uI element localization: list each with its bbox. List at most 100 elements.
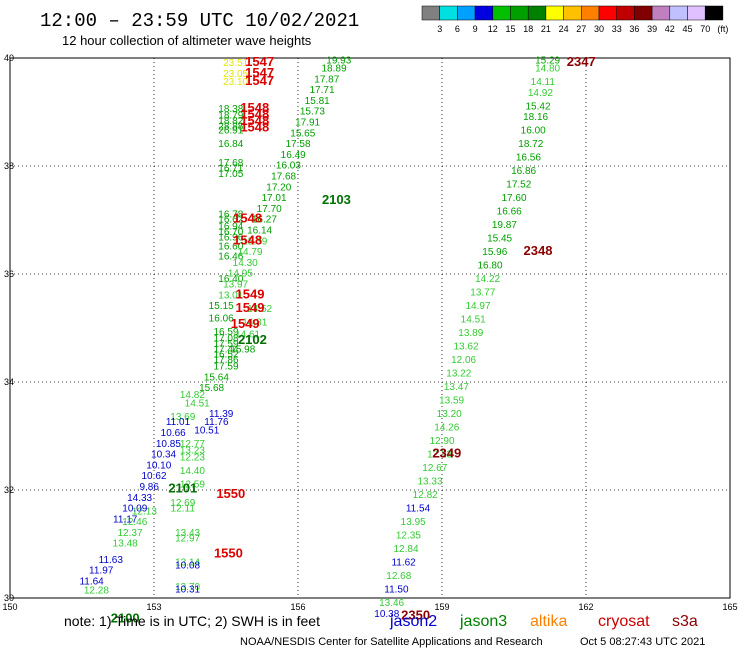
wave-height-label: 16.59	[213, 327, 238, 338]
wave-height-label: 14.52	[247, 304, 272, 315]
wave-height-label: 16.94	[218, 222, 243, 233]
footer-note: note: 1) Time is in UTC; 2) SWH is in fe…	[64, 613, 320, 629]
wave-height-label: 13.95	[401, 517, 426, 528]
wave-height-label: 12.28	[84, 586, 109, 597]
wave-height-label: 12.11	[171, 504, 196, 515]
wave-height-label: 11.64	[79, 577, 104, 588]
wave-height-label: 10.31	[175, 585, 200, 596]
wave-height-label: 12.82	[413, 490, 438, 501]
wave-height-label: 12.06	[451, 355, 476, 366]
header-title: 12:00 – 23:59 UTC 10/02/2021	[40, 10, 359, 32]
wave-height-label: 13.97	[223, 280, 248, 291]
pass-time-label: 1548	[240, 113, 269, 128]
lat-tick-label: 38	[4, 161, 14, 171]
wave-height-label: 16.78	[218, 209, 243, 220]
satellite-name: altika	[530, 613, 567, 630]
wave-height-label: 11.01	[166, 417, 191, 428]
pass-time-label: 2100	[111, 610, 140, 625]
wave-height-label: 13.48	[113, 539, 138, 550]
wave-height-label: 14.26	[434, 423, 459, 434]
lon-tick-label: 162	[578, 602, 593, 612]
wave-height-label: 15.98	[230, 344, 255, 355]
lon-tick-label: 153	[146, 602, 161, 612]
wave-height-label: 17.52	[506, 180, 531, 191]
wave-height-label: 14.11	[531, 77, 556, 88]
lat-tick-label: 34	[4, 377, 14, 387]
wave-height-label: 12.90	[429, 436, 454, 447]
wave-height-label: 16.00	[521, 126, 546, 137]
wave-height-label: 12.35	[396, 531, 421, 542]
wave-height-label: 17.58	[285, 139, 310, 150]
legend-label: 12	[488, 24, 498, 34]
legend-label: 33	[612, 24, 622, 34]
legend-label: 45	[682, 24, 692, 34]
wave-height-label: 16.62	[218, 215, 243, 226]
wave-height-label: 14.79	[237, 247, 262, 258]
legend-swatch	[421, 5, 440, 21]
legend-swatch	[527, 5, 547, 21]
pass-time-label: 1547	[245, 54, 274, 69]
pass-time-label: 1550	[216, 486, 245, 501]
wave-height-label: 10.09	[122, 504, 147, 515]
wave-height-label: 15.42	[525, 101, 550, 112]
wave-height-label: 16.80	[477, 261, 502, 272]
wave-height-label: 18.38	[218, 104, 243, 115]
pass-time-label: 1548	[233, 232, 262, 247]
wave-height-label: 14.33	[127, 493, 152, 504]
wave-height-label: 14.82	[180, 390, 205, 401]
wave-height-label: 12.46	[122, 517, 147, 528]
legend-swatch	[457, 5, 476, 21]
wave-height-label: 12.37	[117, 528, 142, 539]
wave-height-label: 10.62	[141, 471, 166, 482]
legend-swatch	[439, 5, 458, 21]
wave-height-label: 16.96	[218, 233, 243, 244]
wave-height-label: 28.88	[218, 121, 243, 132]
wave-height-label: 14.95	[228, 269, 253, 280]
wave-height-label: 14.51	[185, 398, 210, 409]
wave-height-label: 11.50	[384, 585, 409, 596]
pass-time-label: 1550	[214, 546, 243, 561]
wave-height-label: 17.70	[257, 204, 282, 215]
legend-swatch	[669, 5, 688, 21]
wave-height-label: 23.10	[223, 77, 248, 88]
legend-swatch	[651, 5, 671, 21]
wave-height-label: 14.51	[461, 315, 486, 326]
wave-height-label: 13.22	[446, 369, 471, 380]
wave-height-label: 12.69	[170, 498, 195, 509]
legend-label: 18	[523, 24, 533, 34]
wave-height-label: 16.27	[252, 215, 277, 226]
satellite-name: jason3	[459, 613, 507, 630]
pass-time-label: 2350	[401, 608, 430, 623]
wave-height-label: 16.03	[276, 161, 301, 172]
legend-label: 15	[505, 24, 515, 34]
pass-time-label: 2101	[168, 481, 197, 496]
wave-height-label: 17.08	[213, 334, 238, 345]
wave-height-label: 15.96	[482, 247, 507, 258]
wave-height-label: 9.86	[139, 482, 159, 493]
wave-height-label: 16.84	[218, 139, 243, 150]
pass-time-label: 1548	[240, 119, 269, 134]
wave-height-label: 11.39	[209, 409, 234, 420]
wave-height-label: 12.23	[427, 450, 452, 461]
satellite-name: jason2	[389, 613, 437, 630]
wave-height-label: 16.46	[218, 251, 243, 262]
legend-label: 21	[541, 24, 551, 34]
wave-height-label: 16.56	[516, 153, 541, 164]
pass-time-label: 1548	[240, 106, 269, 121]
wave-height-label: 14.81	[242, 317, 267, 328]
wave-height-label: 15.73	[300, 107, 325, 118]
legend-swatch	[634, 5, 653, 21]
wave-height-label: 13.69	[170, 412, 195, 423]
pass-time-label: 2349	[432, 446, 461, 461]
footer-credit: NOAA/NESDIS Center for Satellite Applica…	[240, 636, 543, 648]
legend-swatch	[616, 5, 635, 21]
wave-height-label: 16.49	[281, 150, 306, 161]
legend-label: 27	[576, 24, 586, 34]
pass-time-label: 1548	[240, 100, 269, 115]
wave-height-label: 13.43	[175, 528, 200, 539]
wave-height-label: 14.92	[528, 88, 553, 99]
axis-labels: 150 153 156 159 162 165 40 38 36 34 32 30	[2, 53, 737, 612]
wave-height-label: 12.13	[132, 506, 157, 517]
pass-time-label: 1549	[236, 286, 265, 301]
wave-height-label: 10.34	[151, 450, 176, 461]
